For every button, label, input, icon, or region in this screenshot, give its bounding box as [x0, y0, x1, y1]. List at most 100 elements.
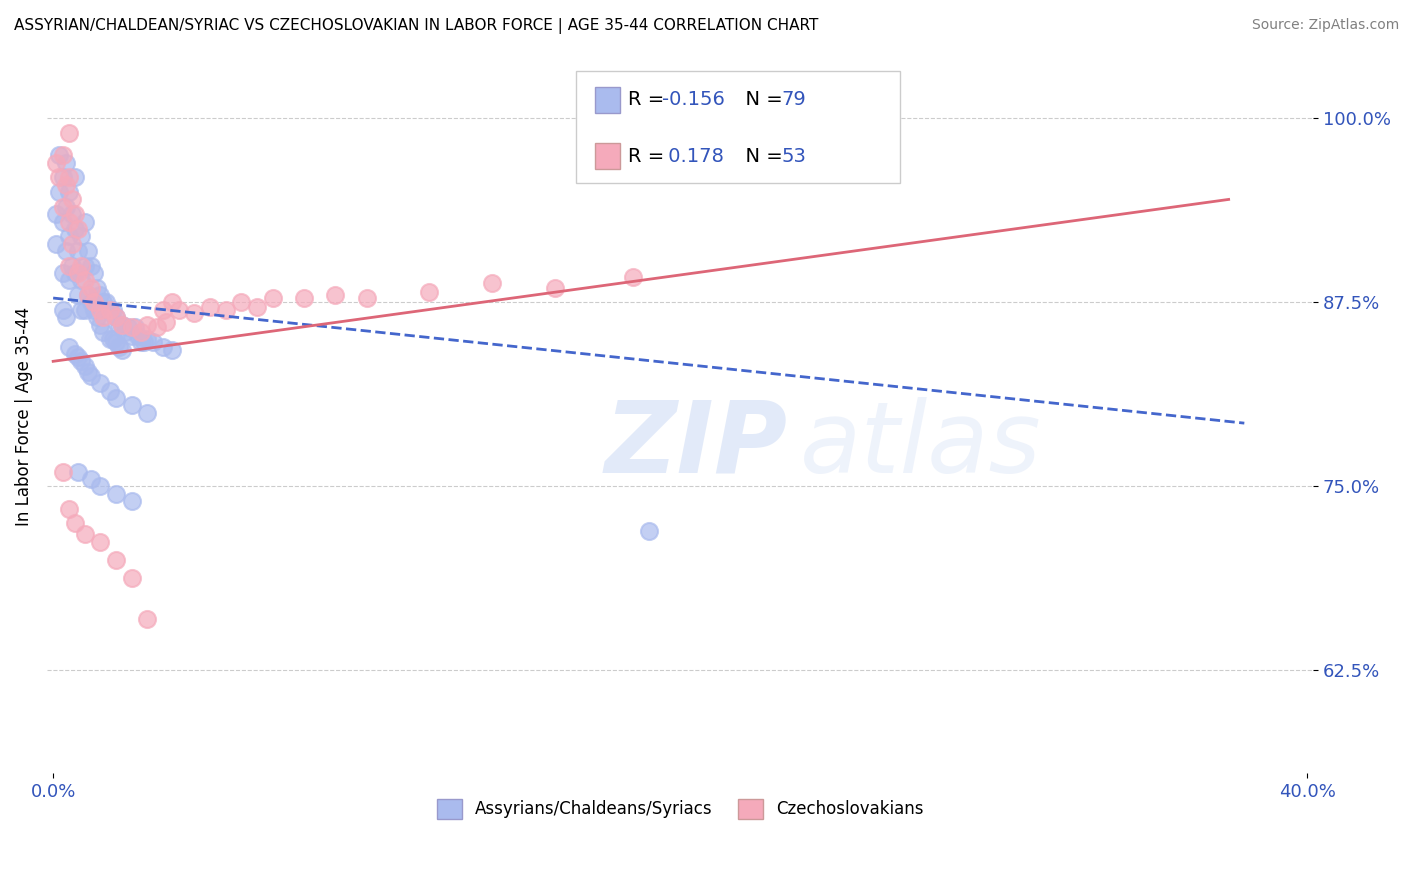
Point: [89, 535, 111, 549]
Point: [58, 273, 80, 287]
Point: [91, 310, 114, 325]
Point: [155, 315, 177, 329]
Point: [70, 354, 93, 368]
Point: [142, 335, 165, 350]
Point: [60, 207, 83, 221]
Point: [96, 295, 118, 310]
Point: [167, 302, 190, 317]
Point: [55, 155, 77, 169]
Point: [63, 347, 86, 361]
Point: [67, 244, 90, 258]
Point: [70, 302, 93, 317]
Text: 79: 79: [782, 90, 807, 110]
Point: [98, 302, 121, 317]
Point: [80, 259, 103, 273]
Point: [183, 306, 205, 320]
Point: [124, 320, 146, 334]
Point: [76, 244, 98, 258]
Point: [136, 612, 159, 626]
Point: [104, 310, 127, 325]
Point: [108, 318, 131, 332]
Point: [121, 494, 143, 508]
Point: [129, 335, 152, 350]
Point: [101, 302, 124, 317]
Text: N =: N =: [733, 90, 789, 110]
Point: [136, 406, 159, 420]
Point: [76, 365, 98, 379]
Point: [262, 291, 284, 305]
Point: [80, 472, 103, 486]
Point: [152, 340, 174, 354]
Point: [70, 273, 93, 287]
Point: [145, 320, 167, 334]
Y-axis label: In Labor Force | Age 35-44: In Labor Force | Age 35-44: [15, 307, 32, 526]
Point: [132, 335, 155, 350]
Point: [91, 295, 114, 310]
Point: [121, 320, 143, 334]
Text: atlas: atlas: [800, 397, 1042, 493]
Point: [637, 524, 659, 538]
Point: [48, 148, 70, 162]
Point: [58, 501, 80, 516]
Point: [80, 369, 103, 384]
Point: [63, 207, 86, 221]
Point: [104, 391, 127, 405]
Point: [80, 281, 103, 295]
Point: [80, 295, 103, 310]
Text: R =: R =: [628, 90, 671, 110]
Point: [51, 302, 73, 317]
Point: [73, 359, 96, 373]
Point: [323, 288, 346, 302]
Point: [621, 270, 644, 285]
Point: [231, 295, 253, 310]
Point: [117, 320, 139, 334]
Point: [544, 281, 567, 295]
Point: [136, 332, 159, 346]
Point: [58, 214, 80, 228]
Point: [129, 325, 152, 339]
Point: [481, 277, 503, 291]
Point: [58, 259, 80, 273]
Point: [67, 266, 90, 280]
Point: [45, 155, 67, 169]
Point: [63, 222, 86, 236]
Point: [76, 288, 98, 302]
Point: [70, 259, 93, 273]
Point: [51, 214, 73, 228]
Point: [51, 170, 73, 185]
Point: [91, 325, 114, 339]
Point: [136, 318, 159, 332]
Point: [73, 214, 96, 228]
Point: [67, 350, 90, 364]
Point: [73, 302, 96, 317]
Point: [246, 300, 269, 314]
Point: [89, 376, 111, 391]
Point: [86, 281, 108, 295]
Point: [58, 126, 80, 140]
Point: [111, 318, 134, 332]
Text: 53: 53: [782, 146, 807, 166]
Text: ZIP: ZIP: [605, 397, 787, 493]
Point: [89, 302, 111, 317]
Point: [121, 329, 143, 343]
Point: [83, 302, 105, 317]
Point: [60, 193, 83, 207]
Point: [83, 295, 105, 310]
Point: [104, 553, 127, 567]
Point: [55, 244, 77, 258]
Point: [63, 266, 86, 280]
Point: [55, 310, 77, 325]
Point: [76, 288, 98, 302]
Point: [45, 207, 67, 221]
Point: [58, 229, 80, 244]
Point: [198, 300, 221, 314]
Point: [63, 516, 86, 531]
Point: [127, 329, 149, 343]
Text: 0.178: 0.178: [662, 146, 724, 166]
Text: N =: N =: [733, 146, 789, 166]
Point: [73, 526, 96, 541]
Point: [58, 185, 80, 199]
Text: -0.156: -0.156: [662, 90, 725, 110]
Point: [418, 285, 440, 300]
Point: [58, 340, 80, 354]
